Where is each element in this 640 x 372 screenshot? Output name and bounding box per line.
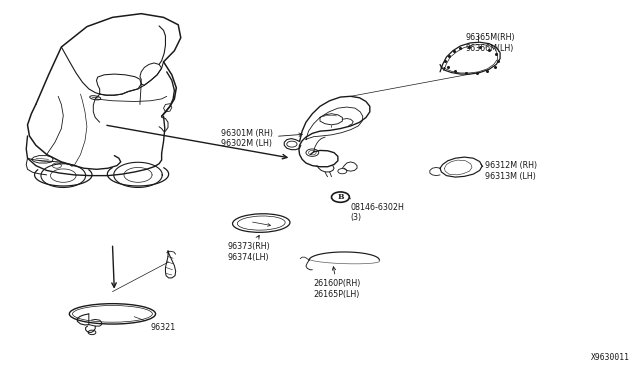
Text: 96321: 96321 bbox=[134, 317, 176, 332]
Text: 96301M (RH)
96302M (LH): 96301M (RH) 96302M (LH) bbox=[221, 129, 302, 148]
Text: 96365M(RH)
96366M(LH): 96365M(RH) 96366M(LH) bbox=[466, 33, 515, 53]
Text: 96373(RH)
96374(LH): 96373(RH) 96374(LH) bbox=[227, 235, 270, 262]
Text: 96312M (RH)
96313M (LH): 96312M (RH) 96313M (LH) bbox=[484, 161, 537, 181]
Text: 26160P(RH)
26165P(LH): 26160P(RH) 26165P(LH) bbox=[314, 267, 361, 299]
Text: 08146-6302H
(3): 08146-6302H (3) bbox=[351, 203, 404, 222]
Text: B: B bbox=[337, 193, 344, 201]
Text: X9630011: X9630011 bbox=[591, 353, 630, 362]
